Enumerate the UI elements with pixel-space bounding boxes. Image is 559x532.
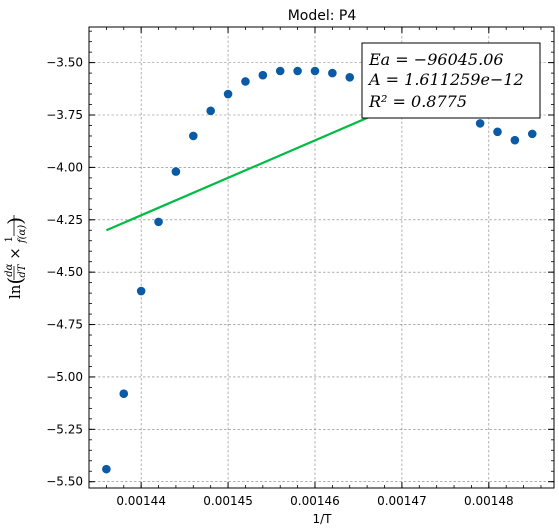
data-point [119, 389, 129, 399]
y-tick-label: −3.75 [46, 108, 83, 122]
data-point [475, 119, 485, 128]
y-tick-label: −5.00 [46, 370, 83, 384]
annotation-a: A = 1.611259e−12 [367, 70, 524, 89]
y-axis-label: ln(dα dT × 1 f(α)) [3, 215, 28, 299]
y-tick-label: −4.00 [46, 160, 83, 174]
data-point [206, 106, 215, 116]
data-point [510, 135, 520, 145]
data-point [136, 286, 146, 296]
x-axis-label: 1/T [312, 512, 332, 526]
data-point [188, 131, 198, 141]
fit-annotation: Ea = −96045.06 A = 1.611259e−12 R² = 0.8… [361, 42, 541, 119]
x-tick-label: 0.00145 [203, 494, 253, 508]
data-point [171, 167, 181, 176]
y-tick-label: −4.75 [46, 318, 83, 332]
y-tick-label: −4.25 [46, 213, 83, 227]
data-point [527, 129, 537, 139]
data-point [310, 66, 320, 76]
data-point [154, 217, 163, 227]
data-point [328, 68, 337, 78]
y-tick-labels: −5.50 −5.25 −5.00 −4.75 −4.50 −4.25 −4.00 −3.75… [46, 56, 83, 489]
x-tick-label: 0.00144 [116, 494, 166, 508]
chart-title: Model: P4 [288, 8, 357, 24]
annotation-ea: Ea = −96045.06 [368, 50, 504, 69]
y-tick-label: −4.50 [46, 265, 83, 279]
points-layer [102, 66, 537, 474]
data-point [293, 66, 302, 76]
annotation-r2: R² = 0.8775 [368, 92, 467, 111]
data-point [345, 72, 355, 82]
y-tick-label: −5.25 [46, 422, 83, 436]
x-tick-label: 0.00146 [290, 494, 340, 508]
x-tick-labels: 0.00144 0.00145 0.00146 0.00147 0.00148 [116, 494, 513, 508]
data-point [275, 66, 285, 76]
x-tick-label: 0.00148 [464, 494, 514, 508]
y-tick-label: −5.50 [46, 475, 83, 489]
data-point [102, 464, 111, 474]
data-point [223, 89, 233, 99]
data-point [241, 77, 250, 86]
data-point [493, 127, 502, 137]
plot-frame [88, 26, 555, 489]
y-tick-label: −3.50 [46, 56, 83, 70]
x-tick-label: 0.00147 [377, 494, 427, 508]
data-point [258, 70, 268, 80]
